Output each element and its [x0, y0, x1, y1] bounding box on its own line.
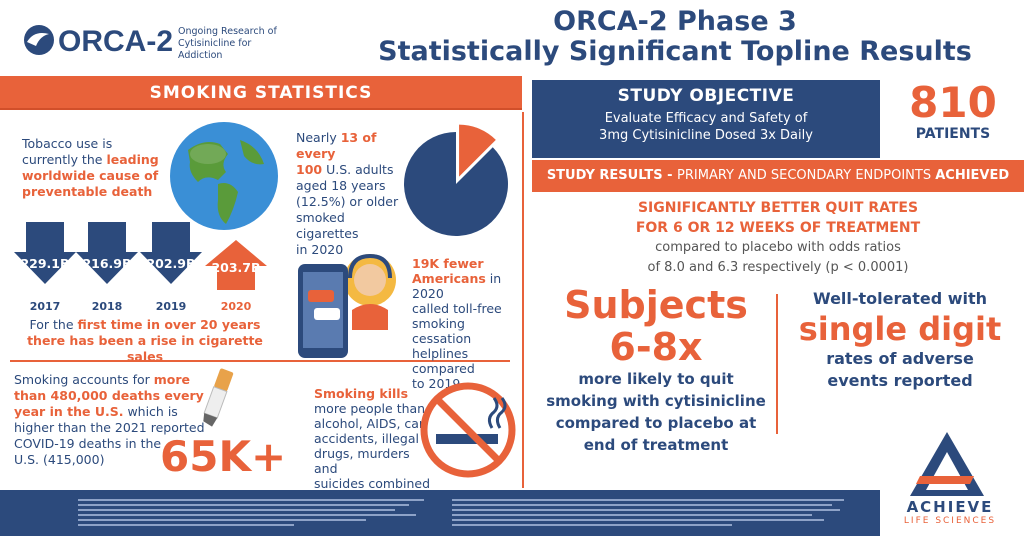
references-left [78, 496, 438, 529]
helpline-fact: 19K fewer Americans in 2020 called toll-… [412, 256, 502, 391]
tolerability-result: Well-tolerated with single digit rates o… [798, 289, 1002, 390]
no-smoking-icon [420, 382, 516, 478]
sales-value-2019: 202.9B [146, 256, 196, 271]
section-divider [10, 360, 510, 362]
logo-text: ORCA-2 [58, 25, 172, 58]
phone-helpline-icon [298, 253, 396, 358]
patients-box: 810 PATIENTS [882, 80, 1024, 158]
pie-slice-nonsmokers [404, 132, 508, 236]
sales-down-arrow-icon [140, 222, 202, 284]
quit-rates-summary: SIGNIFICANTLY BETTER QUIT RATES FOR 6 OR… [635, 200, 921, 275]
big-number-65k: 65K+ [160, 432, 287, 481]
tobacco-fact: Tobacco use is currently the leading wor… [22, 136, 159, 199]
pie-slice-smokers [459, 124, 496, 177]
references-right [452, 496, 852, 529]
smoking-kills-fact: Smoking kills more people than alcohol, … [314, 386, 431, 491]
globe-icon [170, 122, 278, 230]
sales-up-arrow-icon [205, 240, 267, 290]
deaths-fact: Smoking accounts for more than 480,000 d… [14, 372, 205, 467]
sales-value-2017: 229.1B [20, 256, 70, 271]
adult-smokers-pie-chart [404, 124, 508, 236]
smoking-statistics-band: SMOKING STATISTICS [0, 76, 522, 110]
sales-down-arrow-icon [76, 222, 138, 284]
references-footer [0, 490, 880, 536]
sales-value-2020: 203.7B [211, 260, 261, 275]
study-objective-heading: STUDY OBJECTIVE [617, 86, 795, 106]
sales-year-2019: 2019 [155, 300, 187, 313]
sales-year-2020: 2020 [220, 300, 252, 313]
page-title-line1: ORCA-2 Phase 3 [553, 6, 797, 37]
adults-smoking-fact: Nearly 13 of every 100 U.S. adults aged … [296, 130, 399, 257]
sales-caption: For the first time in over 20 years ther… [27, 317, 263, 364]
study-results-band: STUDY RESULTS - PRIMARY AND SECONDARY EN… [532, 160, 1024, 192]
logo-tagline: Ongoing Research of Cytisinicline for Ad… [178, 26, 277, 61]
sales-value-2018: 216.9B [82, 256, 132, 271]
subjects-result: Subjects 6-8x more likely to quit smokin… [546, 283, 766, 454]
achieve-logo-icon [910, 432, 984, 496]
sales-down-arrow-icon [14, 222, 76, 284]
sales-year-2017: 2017 [29, 300, 61, 313]
sales-year-2018: 2018 [91, 300, 123, 313]
company-name: ACHIEVE [906, 498, 994, 516]
smoking-statistics-title: SMOKING STATISTICS [149, 83, 373, 103]
page-title-line2: Statistically Significant Topline Result… [378, 36, 972, 67]
patients-label: PATIENTS [915, 126, 991, 142]
cigarette-butt-icon [203, 368, 234, 427]
orca-logo-icon: ORCA-2 [24, 25, 172, 58]
column-divider [522, 112, 524, 488]
study-objective-box: STUDY OBJECTIVE Evaluate Efficacy and Sa… [532, 80, 880, 158]
patients-count: 810 [909, 78, 997, 127]
company-subname: LIFE SCIENCES [903, 516, 997, 526]
results-divider [776, 294, 778, 434]
